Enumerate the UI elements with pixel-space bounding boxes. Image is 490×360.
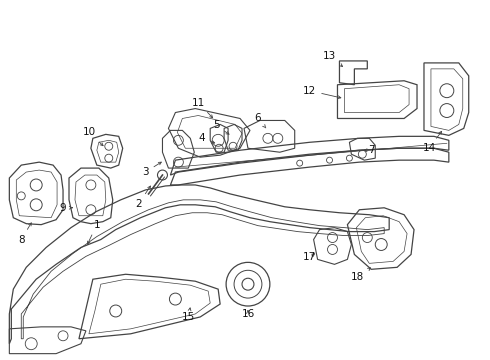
- Text: 4: 4: [199, 133, 215, 143]
- Text: 10: 10: [82, 127, 103, 146]
- Text: 15: 15: [182, 308, 195, 322]
- Text: 9: 9: [60, 203, 72, 213]
- Text: 1: 1: [87, 220, 100, 244]
- Text: 18: 18: [351, 268, 370, 282]
- Text: 3: 3: [142, 162, 161, 177]
- Text: 5: 5: [213, 121, 229, 134]
- Text: 6: 6: [255, 113, 266, 128]
- Text: 12: 12: [303, 86, 341, 99]
- Text: 2: 2: [135, 186, 150, 209]
- Text: 17: 17: [303, 252, 316, 262]
- Text: 13: 13: [323, 51, 343, 67]
- Text: 7: 7: [364, 145, 374, 155]
- Text: 14: 14: [422, 131, 441, 153]
- Text: 11: 11: [192, 98, 213, 118]
- Text: 16: 16: [242, 309, 255, 319]
- Text: 8: 8: [18, 223, 31, 244]
